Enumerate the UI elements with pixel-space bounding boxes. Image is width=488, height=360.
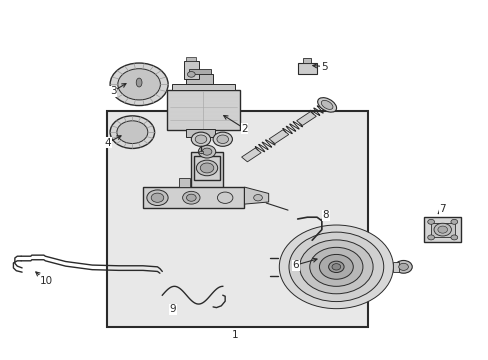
Circle shape: [450, 219, 457, 224]
Bar: [179, 178, 189, 187]
Circle shape: [394, 260, 411, 273]
Ellipse shape: [136, 78, 142, 87]
Bar: [183, 61, 199, 79]
Circle shape: [427, 219, 434, 224]
Bar: [424, 217, 460, 242]
Circle shape: [196, 160, 217, 176]
Circle shape: [450, 235, 457, 240]
Bar: [188, 69, 210, 75]
Circle shape: [195, 135, 206, 144]
Ellipse shape: [317, 98, 336, 112]
Bar: [142, 187, 244, 208]
Bar: [172, 84, 234, 90]
Circle shape: [279, 225, 393, 309]
Circle shape: [213, 132, 232, 146]
Bar: [198, 150, 203, 153]
Circle shape: [191, 132, 210, 146]
Text: 6: 6: [292, 260, 299, 270]
Circle shape: [288, 232, 383, 302]
Circle shape: [253, 194, 262, 201]
Circle shape: [433, 223, 450, 236]
Ellipse shape: [321, 100, 332, 109]
Circle shape: [437, 226, 447, 233]
Circle shape: [331, 264, 340, 270]
Bar: [193, 156, 220, 180]
Bar: [186, 57, 196, 61]
Bar: [106, 111, 367, 327]
Circle shape: [309, 247, 362, 286]
Circle shape: [328, 261, 344, 273]
Text: 4: 4: [104, 138, 111, 148]
Circle shape: [198, 145, 215, 158]
Bar: [186, 75, 213, 84]
Circle shape: [427, 235, 434, 240]
Polygon shape: [244, 187, 268, 204]
Circle shape: [186, 194, 196, 201]
Circle shape: [319, 255, 352, 279]
Bar: [191, 152, 223, 198]
Polygon shape: [268, 130, 288, 144]
Circle shape: [187, 72, 195, 77]
Circle shape: [398, 263, 407, 270]
Circle shape: [110, 63, 168, 105]
Bar: [167, 90, 239, 130]
Polygon shape: [303, 58, 310, 63]
Circle shape: [117, 121, 147, 144]
Circle shape: [202, 148, 211, 155]
Bar: [393, 262, 398, 272]
Polygon shape: [297, 63, 316, 74]
Text: 7: 7: [439, 204, 445, 214]
Polygon shape: [241, 148, 261, 162]
Circle shape: [217, 192, 232, 203]
Circle shape: [118, 69, 160, 100]
Bar: [186, 129, 215, 138]
Circle shape: [182, 192, 200, 204]
Circle shape: [146, 190, 168, 206]
Circle shape: [200, 163, 213, 173]
Circle shape: [151, 193, 163, 202]
Circle shape: [110, 116, 154, 148]
Bar: [430, 222, 454, 237]
Circle shape: [217, 135, 228, 144]
Polygon shape: [296, 112, 316, 125]
Text: 10: 10: [40, 276, 53, 286]
Text: 3: 3: [109, 86, 116, 96]
Text: 8: 8: [322, 211, 328, 220]
Text: 9: 9: [169, 304, 176, 314]
Text: 5: 5: [320, 62, 327, 72]
Circle shape: [299, 240, 372, 294]
Text: 1: 1: [231, 330, 238, 340]
Text: 2: 2: [241, 123, 247, 134]
